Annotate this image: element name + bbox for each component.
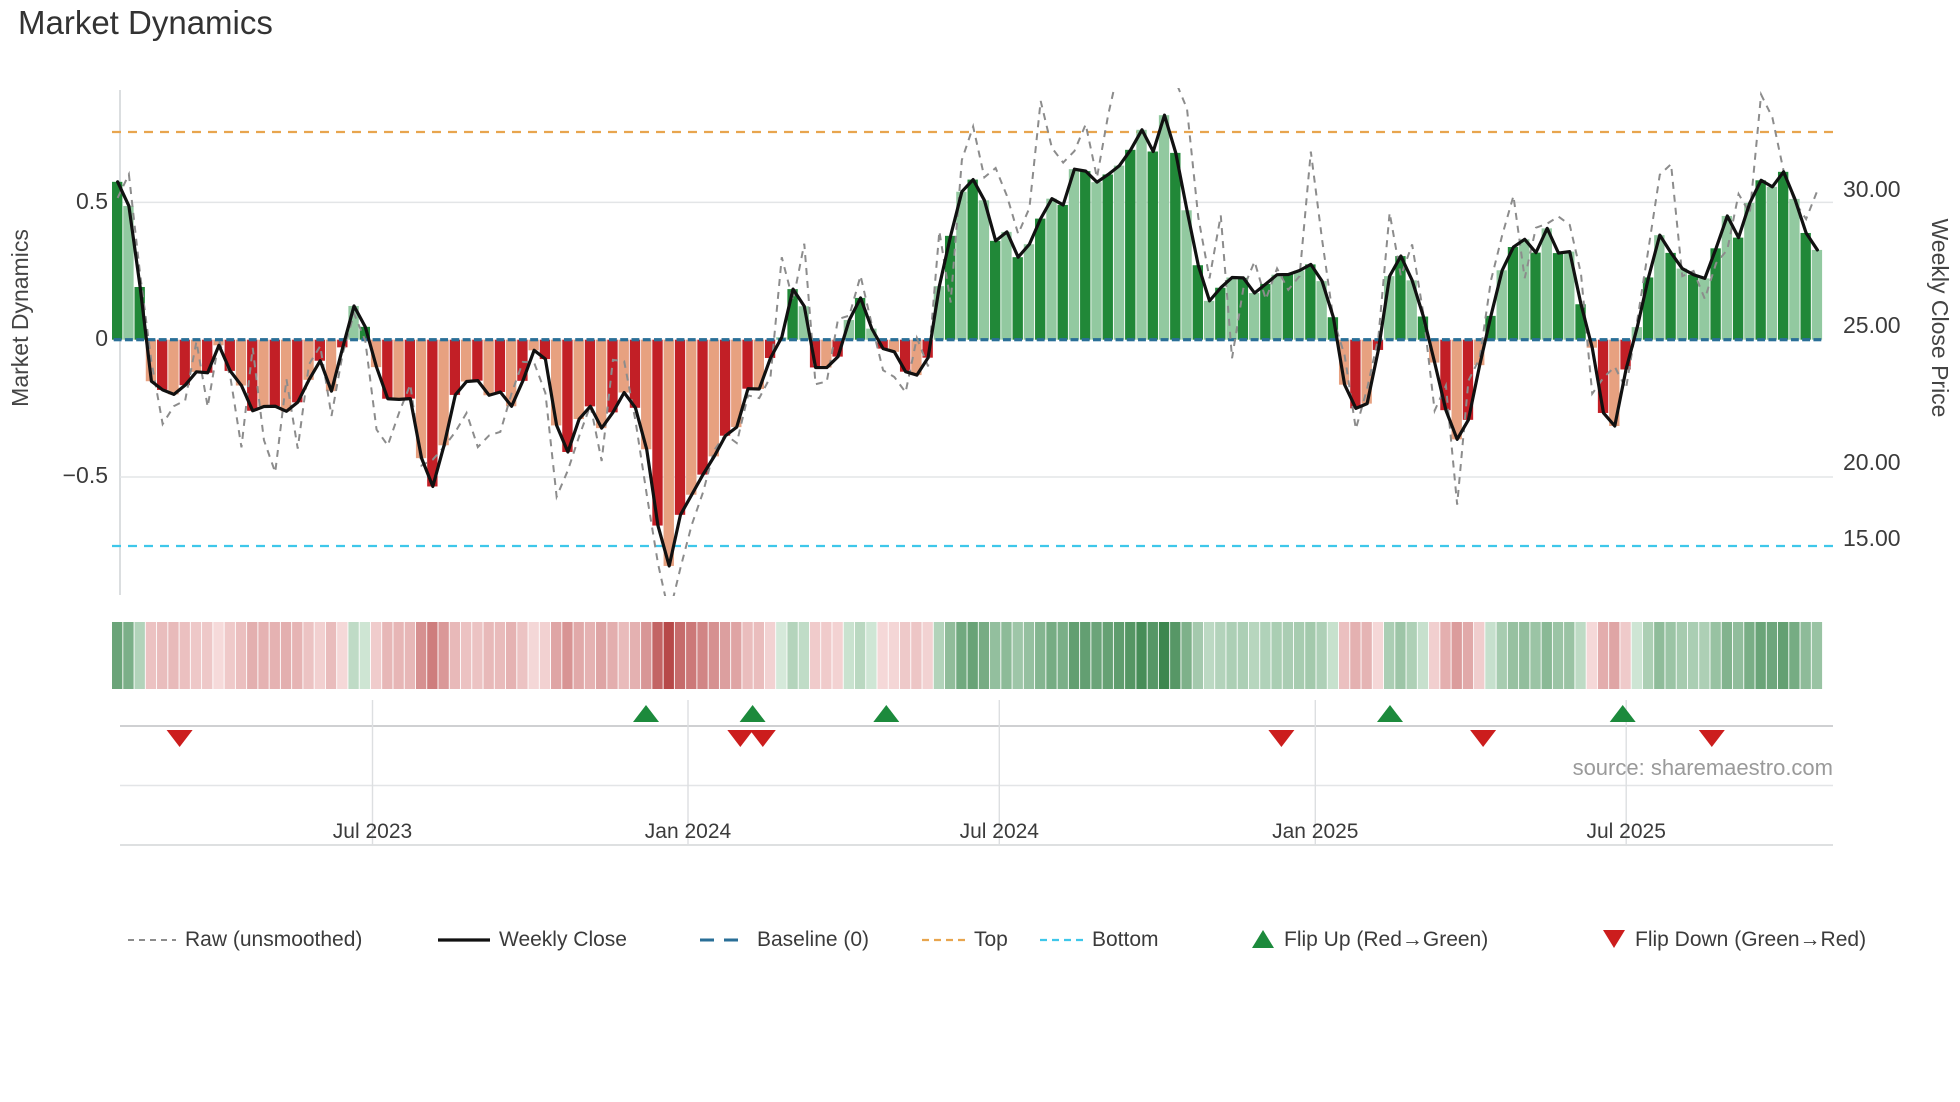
svg-text:15.00: 15.00 [1843, 525, 1901, 551]
svg-text:Bottom: Bottom [1092, 928, 1159, 951]
svg-text:Flip Up (Red→Green): Flip Up (Red→Green) [1284, 928, 1488, 951]
svg-text:Weekly Close Price: Weekly Close Price [1927, 219, 1953, 418]
svg-text:Raw (unsmoothed): Raw (unsmoothed) [185, 928, 362, 951]
svg-text:30.00: 30.00 [1843, 176, 1901, 202]
svg-text:Jan 2024: Jan 2024 [645, 820, 732, 843]
svg-text:Jul 2024: Jul 2024 [960, 820, 1040, 843]
svg-text:Baseline (0): Baseline (0) [757, 928, 869, 951]
svg-text:0.5: 0.5 [76, 188, 108, 214]
svg-text:Jul 2025: Jul 2025 [1586, 820, 1665, 843]
svg-text:Market Dynamics: Market Dynamics [7, 229, 33, 407]
svg-text:Top: Top [974, 928, 1008, 951]
svg-text:Jul 2023: Jul 2023 [333, 820, 412, 843]
svg-text:25.00: 25.00 [1843, 312, 1901, 338]
svg-text:20.00: 20.00 [1843, 449, 1901, 475]
svg-text:Flip Down (Green→Red): Flip Down (Green→Red) [1635, 928, 1866, 951]
svg-text:Weekly Close: Weekly Close [499, 928, 627, 951]
svg-text:−0.5: −0.5 [63, 462, 108, 488]
svg-text:Jan 2025: Jan 2025 [1272, 820, 1358, 843]
svg-text:0: 0 [95, 325, 108, 351]
svg-text:source: sharemaestro.com: source: sharemaestro.com [1573, 755, 1833, 780]
